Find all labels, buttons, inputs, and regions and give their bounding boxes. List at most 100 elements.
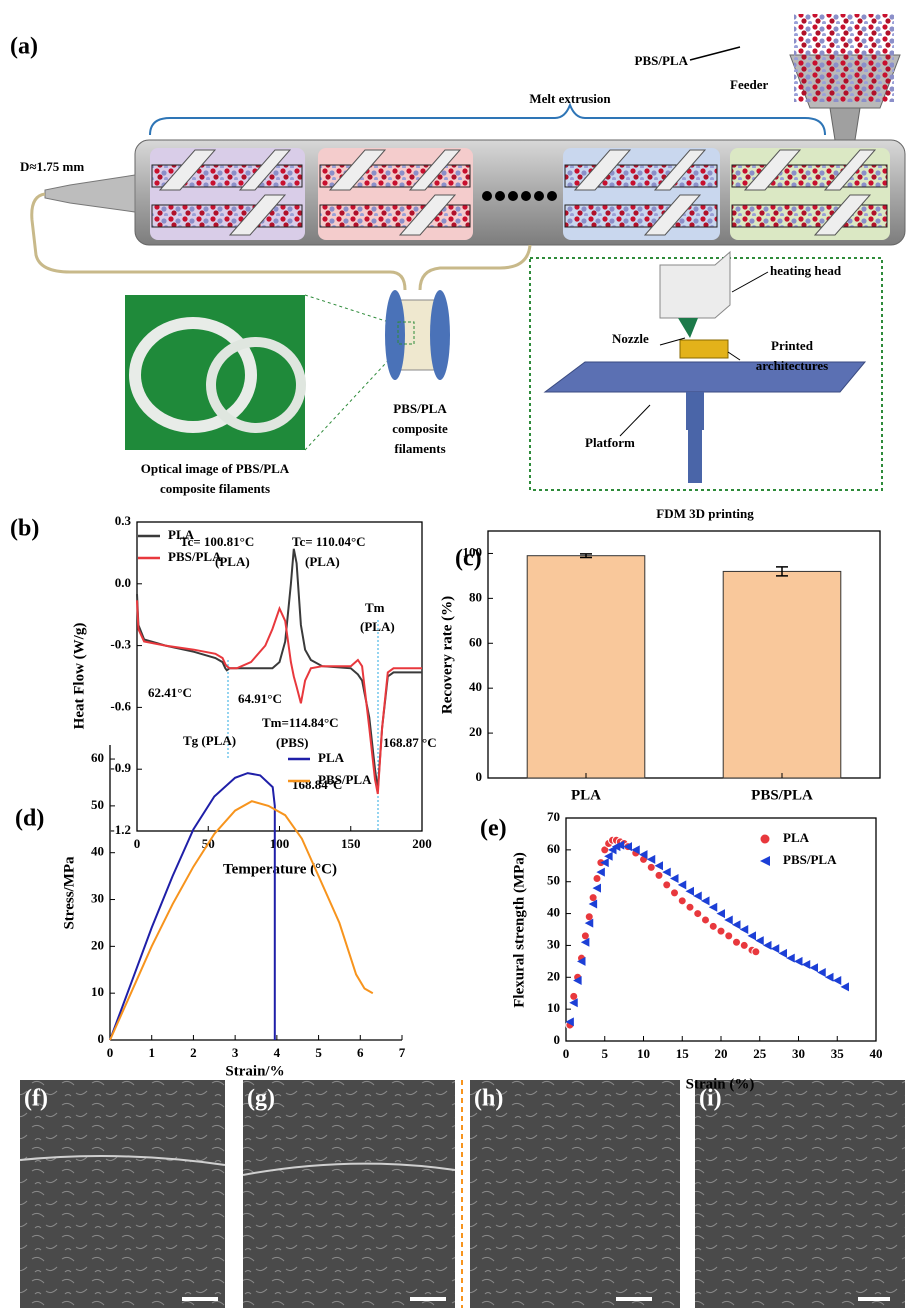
x-tick-label: 10 xyxy=(637,1046,650,1061)
zoom-line xyxy=(305,350,398,450)
x-tick-label: 0 xyxy=(563,1046,570,1061)
heating-head-label: heating head xyxy=(770,263,842,278)
arrow xyxy=(728,352,740,360)
legend-label: PBS/PLA xyxy=(783,852,837,867)
point xyxy=(740,925,749,934)
x-tick-label: 4 xyxy=(274,1045,281,1060)
x-tick-label: 20 xyxy=(715,1046,728,1061)
point xyxy=(732,920,741,929)
point xyxy=(733,938,741,946)
annotation: (PLA) xyxy=(360,619,395,634)
y-tick-label: 0 xyxy=(98,1031,105,1046)
point xyxy=(593,884,602,893)
point xyxy=(725,932,733,940)
panel-label: (e) xyxy=(480,816,507,842)
die xyxy=(45,175,135,212)
x-tick-label: 35 xyxy=(831,1046,845,1061)
annotation: Tc= 110.04°C xyxy=(292,534,366,549)
y-tick-label: 10 xyxy=(547,1000,560,1015)
point xyxy=(702,916,710,924)
nozzle xyxy=(678,318,698,338)
platform-label: Platform xyxy=(585,435,635,450)
legend-label: PBS/PLA xyxy=(318,772,372,787)
x-tick-label: 6 xyxy=(357,1045,364,1060)
spool-flange xyxy=(385,290,405,380)
panel-label: (g) xyxy=(247,1086,275,1112)
y-tick-label: 60 xyxy=(469,634,482,649)
feeder-neck xyxy=(830,108,860,140)
y-tick-label: -1.2 xyxy=(110,822,131,837)
x-tick-label: 5 xyxy=(315,1045,322,1060)
y-tick-label: 100 xyxy=(463,544,483,559)
x-tick-label: 2 xyxy=(190,1045,197,1060)
spool-caption: PBS/PLA xyxy=(393,401,447,416)
point xyxy=(717,927,725,935)
pellets xyxy=(794,14,894,102)
sem-image xyxy=(470,1080,680,1308)
legend-marker xyxy=(760,856,770,866)
x-axis-label: Strain/% xyxy=(225,1063,284,1079)
line xyxy=(137,549,422,790)
feeder-label: Feeder xyxy=(730,77,768,92)
filament xyxy=(420,245,530,290)
panel-label: (a) xyxy=(10,34,38,60)
x-tick-label: 200 xyxy=(412,836,432,851)
annotation: (PLA) xyxy=(305,554,340,569)
point xyxy=(647,855,656,864)
y-tick-label: 60 xyxy=(547,841,560,856)
printed-part xyxy=(680,340,728,358)
x-tick-label: 1 xyxy=(148,1045,155,1060)
optical-caption: Optical image of PBS/PLA xyxy=(141,461,290,476)
y-tick-label: 0 xyxy=(476,769,483,784)
y-tick-label: 60 xyxy=(91,750,104,765)
y-tick-label: 10 xyxy=(91,984,104,999)
spool-flange xyxy=(430,290,450,380)
point xyxy=(670,874,679,883)
zoom-line xyxy=(305,295,398,325)
annotation: 168.87 °C xyxy=(383,735,437,750)
point xyxy=(802,960,811,969)
x-tick-label: 3 xyxy=(232,1045,239,1060)
legend-label: PLA xyxy=(783,830,810,845)
point xyxy=(671,889,679,897)
y-tick-label: 50 xyxy=(547,873,560,888)
line xyxy=(110,801,373,1040)
y-tick-label: 20 xyxy=(469,724,482,739)
point xyxy=(786,954,795,963)
y-axis-label: Heat Flow (W/g) xyxy=(71,623,87,730)
point xyxy=(678,880,687,889)
x-tick-label: PLA xyxy=(571,787,601,803)
point xyxy=(693,892,702,901)
y-axis-label: Flexural strength (MPa) xyxy=(511,852,527,1008)
annotation: (PLA) xyxy=(215,554,250,569)
y-tick-label: 20 xyxy=(91,937,104,952)
x-tick-label: 0 xyxy=(134,836,141,851)
y-tick-label: 40 xyxy=(91,844,104,859)
x-tick-label: PBS/PLA xyxy=(751,787,813,803)
sem-panels xyxy=(20,1080,905,1308)
point xyxy=(724,915,733,924)
panel-label: (f) xyxy=(24,1086,48,1112)
sem-image xyxy=(20,1080,225,1308)
x-tick-label: 0 xyxy=(107,1045,114,1060)
y-tick-label: 20 xyxy=(547,968,560,983)
panel-label: (i) xyxy=(699,1086,722,1112)
arrow xyxy=(620,405,650,436)
point xyxy=(771,944,780,953)
y-tick-label: -0.3 xyxy=(110,637,131,652)
scale-bar xyxy=(182,1297,218,1301)
point xyxy=(752,948,760,956)
point xyxy=(810,963,819,972)
printed-label: architectures xyxy=(756,358,828,373)
spool-caption: filaments xyxy=(394,441,445,456)
legend-label: PLA xyxy=(318,750,345,765)
y-tick-label: -0.9 xyxy=(110,760,131,775)
scale-bar xyxy=(410,1297,446,1301)
annotation: Tm xyxy=(365,600,385,615)
brace xyxy=(150,105,825,135)
y-axis-label: Recovery rate (%) xyxy=(439,596,455,714)
panel-label: (h) xyxy=(474,1086,503,1112)
x-tick-label: 5 xyxy=(602,1046,609,1061)
x-axis-label: Temperature (°C) xyxy=(223,861,337,877)
pole xyxy=(688,428,702,483)
